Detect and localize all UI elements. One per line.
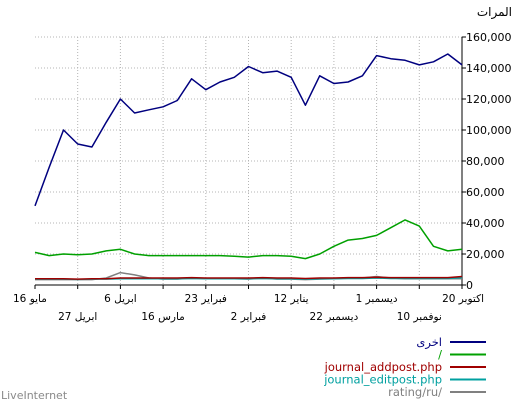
y-tick-label: 100,000 [466, 124, 512, 137]
y-tick-label: 0 [466, 279, 473, 292]
y-tick-label: 140,000 [466, 62, 512, 75]
y-tick-label: 160,000 [466, 31, 512, 44]
y-axis: 0 20,000 40,000 60,000 80,000 100,000 120,000 1… [461, 31, 512, 292]
x-tick-label: 1 ديسمبر [356, 293, 398, 305]
y-tick-label: 60,000 [466, 186, 505, 199]
x-tick-label: 27 ابريل [58, 311, 97, 323]
series-lines [34, 53, 463, 281]
series-line-1 [34, 219, 463, 260]
x-tick-label: 12 يناير [274, 293, 309, 305]
x-tick-label: 20 اكتوبر [442, 293, 484, 305]
y-axis-label: المرات [477, 5, 512, 20]
y-tick-label: 20,000 [466, 248, 505, 261]
x-tick-label: 2 فبراير [231, 311, 267, 323]
legend-label: اخرى [416, 335, 442, 350]
legend-label: journal_addpost.php [324, 360, 442, 374]
series-line-2 [35, 275, 463, 280]
x-tick-label: 22 ديسمبر [310, 311, 359, 323]
legend-label: / [438, 348, 442, 362]
y-tick-label: 40,000 [466, 217, 505, 230]
grid [35, 36, 462, 285]
legend-label: journal_editpost.php [323, 373, 442, 387]
series-line-0 [34, 53, 463, 207]
x-tick-label: 10 نوفمبر [397, 311, 442, 323]
x-tick-label: 23 فبراير [185, 293, 227, 305]
legend: اخرى/journal_addpost.phpjournal_editpost… [323, 335, 486, 399]
y-tick-label: 120,000 [466, 93, 512, 106]
legend-label: rating/ru/ [388, 385, 442, 399]
x-tick-label: 6 ابريل [104, 293, 137, 305]
brand-label: LiveInternet [1, 389, 68, 402]
x-tick-label: 16 مارس [141, 311, 184, 323]
y-tick-label: 80,000 [466, 155, 505, 168]
x-tick-label: 16 مايو [13, 293, 47, 305]
